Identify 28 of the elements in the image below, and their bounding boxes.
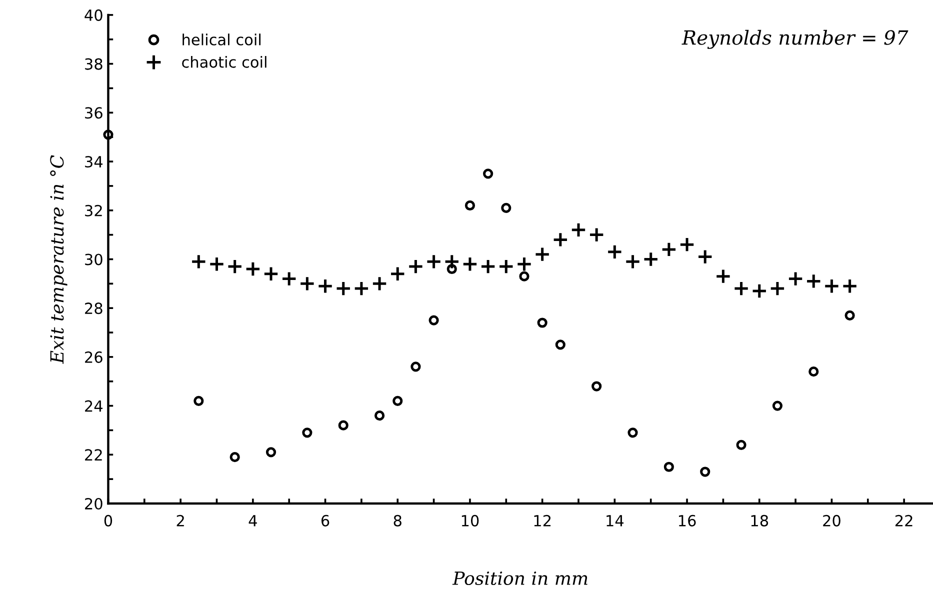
y-tick-label: 38 [85, 58, 102, 70]
x-tick-label: 6 [321, 514, 330, 526]
x-tick-label: 10 [462, 514, 479, 526]
y-tick-label: 28 [85, 302, 102, 314]
x-tick-label: 8 [394, 514, 402, 526]
y-tick-label: 34 [85, 156, 103, 168]
y-axis-title: Exit temperature in °C [50, 155, 68, 364]
x-tick-label: 18 [751, 514, 768, 526]
annotation: Reynolds number = 97 [682, 30, 908, 49]
x-tick-label: 12 [534, 514, 551, 526]
y-tick-label: 32 [85, 204, 102, 216]
y-tick-label: 24 [85, 400, 103, 412]
x-tick-label: 20 [823, 514, 840, 526]
y-tick-label: 22 [85, 449, 102, 460]
x-axis-title: Position in mm [452, 572, 588, 586]
y-tick-label: 20 [85, 498, 102, 510]
y-tick-label: 40 [84, 9, 102, 21]
y-tick-label: 26 [85, 351, 102, 363]
x-tick-label: 16 [678, 514, 696, 526]
x-tick-label: 22 [895, 514, 912, 526]
x-tick-label: 4 [248, 515, 257, 526]
y-tick-label: 30 [85, 254, 102, 266]
x-tick-label: 14 [606, 515, 624, 526]
x-tick-label: 2 [176, 514, 184, 526]
legend-label: helical coil [182, 34, 260, 46]
y-tick-label: 36 [85, 107, 102, 119]
legend-label: chaotic coil [182, 56, 266, 68]
x-tick-label: 0 [104, 514, 112, 526]
